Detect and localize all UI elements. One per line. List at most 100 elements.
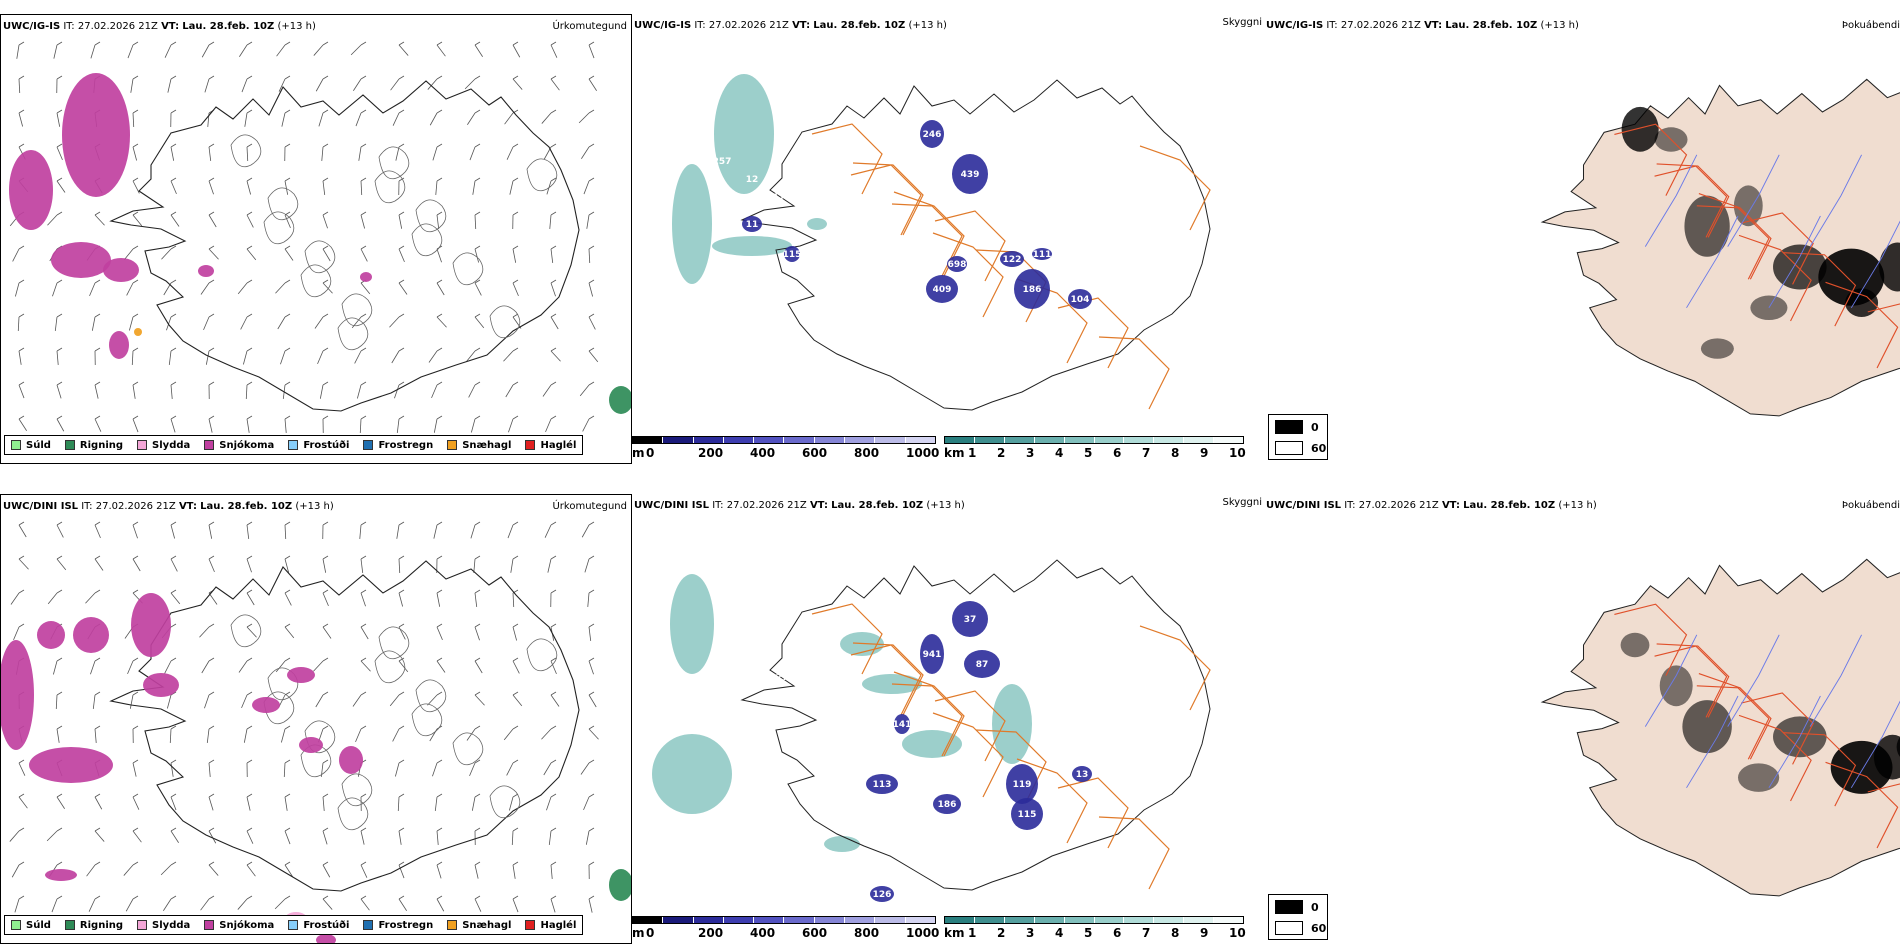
road-line [1740, 212, 1814, 285]
wind-barb [170, 384, 173, 399]
wind-barb [395, 146, 400, 161]
wind-barb [398, 864, 405, 879]
wind-barb-flag [322, 589, 329, 594]
wind-barb-flag [360, 143, 367, 148]
road-line [1057, 777, 1129, 849]
cloud-base-patch [926, 275, 958, 303]
wind-barb [284, 180, 289, 195]
wind-barb-flag [474, 623, 481, 628]
precip-legend-item: Frostregn [363, 440, 433, 451]
wind-barb-flag [208, 725, 215, 730]
distance-tick-label: 10 [1229, 446, 1246, 460]
wind-barb [398, 660, 409, 673]
vt-value: Lau. 28.feb. 10Z [813, 20, 906, 31]
wind-barb-flag [360, 313, 367, 318]
terrain-contour [526, 158, 558, 192]
wind-barb-flag [588, 793, 595, 798]
wind-barb [206, 728, 210, 743]
wind-barb [550, 248, 554, 263]
lead-time: (+13 h) [1540, 20, 1579, 31]
model-name: UWC/DINI ISL [3, 501, 79, 512]
wind-barb [432, 762, 438, 777]
wind-barb-flag [170, 211, 177, 216]
wind-barb [161, 248, 172, 260]
precip-area [316, 934, 336, 943]
wind-barb-flag [436, 793, 443, 798]
fog-patch [1873, 734, 1900, 780]
wind-barb [200, 282, 210, 295]
wind-barb [360, 592, 366, 607]
wind-barb-flag [208, 415, 215, 420]
legend-swatch [363, 920, 374, 930]
wind-barb-flag [436, 177, 443, 182]
colorbar-step [814, 917, 846, 923]
wind-barb-flag [360, 245, 367, 250]
wind-barb-flag [398, 555, 405, 560]
road-line [1867, 303, 1900, 313]
road-line [1139, 625, 1211, 711]
peak-height-label: 698 [948, 260, 967, 270]
wind-barb-flag [512, 177, 519, 182]
wind-barb [125, 898, 134, 912]
wind-barb [128, 316, 134, 331]
wind-barb-flag [132, 143, 139, 148]
wind-barb [512, 694, 523, 707]
legend-label: Snjókoma [219, 919, 275, 931]
height-tick-label: 600 [802, 926, 828, 940]
wind-barb-flag [132, 521, 139, 526]
precip-area [287, 667, 315, 683]
wind-barb-flag [550, 623, 557, 628]
colorbar-step [1094, 437, 1125, 443]
it-label: IT: [1326, 20, 1338, 31]
road-line [1783, 252, 1857, 327]
wind-barb-flag [94, 211, 101, 216]
wind-barb [550, 660, 557, 675]
wind-barb [548, 830, 552, 845]
road-line [891, 683, 963, 757]
wind-barb [359, 524, 362, 539]
wind-barb-flag [550, 827, 557, 832]
terrain-contour [263, 691, 295, 725]
wind-barb-flag [284, 381, 291, 386]
visibility-map: 941 37 87 141 113 186 119 115 13 126 31 84 27 [652, 559, 1211, 902]
wind-barb [474, 898, 482, 912]
wind-barb [86, 864, 96, 877]
wind-barb [246, 524, 250, 539]
wind-barb [241, 78, 248, 93]
wind-barb-flag [436, 109, 443, 114]
fog-key-label: 60 [1311, 441, 1327, 455]
wind-barb-flag [550, 279, 557, 284]
wind-barb-flag [550, 861, 557, 866]
wind-barb-flag [512, 347, 519, 352]
peak-height-label: 104 [1071, 295, 1090, 305]
precip-legend-item: Haglél [525, 920, 576, 931]
wind-barb-flag [474, 521, 481, 526]
wind-barb-flag [550, 143, 557, 148]
wind-barb-flag [474, 75, 481, 80]
wind-barb [585, 830, 590, 845]
wind-barb [284, 796, 288, 811]
precip-area [9, 150, 53, 230]
terrain-contour [489, 785, 521, 819]
wind-barb-flag [170, 657, 177, 662]
wind-barb-flag [398, 415, 405, 420]
wind-barb [284, 592, 292, 606]
rivers [1644, 634, 1900, 789]
wind-barb [466, 728, 476, 741]
legend-swatch [137, 920, 148, 930]
visibility-legend: m 0 200 400 600 800 1000 km 1 2 3 4 5 6 7 8 9 10 [632, 914, 1264, 944]
precip-legend-item: Frostregn [363, 920, 433, 931]
legend-swatch [288, 920, 299, 930]
wind-barb-flag [18, 759, 25, 764]
wind-barb-flag [208, 657, 215, 662]
wind-barb-flag [56, 75, 63, 80]
legend-label: Snæhagl [462, 919, 512, 931]
wind-barb [18, 112, 24, 127]
wind-barb [132, 830, 142, 843]
road-line [1057, 297, 1129, 369]
wind-barb-flag [550, 691, 557, 696]
precip-area [103, 258, 139, 282]
road-line [1654, 165, 1728, 238]
wind-barb-flag [94, 657, 101, 662]
road-line [932, 712, 1004, 798]
